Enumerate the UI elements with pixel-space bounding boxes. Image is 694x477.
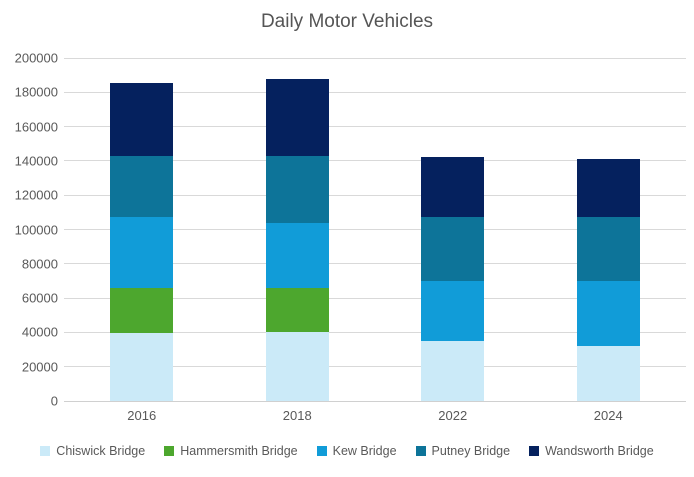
y-axis-tick-label: 200000 — [14, 50, 58, 66]
legend-swatch-icon — [164, 446, 175, 456]
gridline — [64, 229, 686, 230]
bar-segment-putney-bridge-2018 — [265, 155, 329, 223]
bar-segment-putney-bridge-2022 — [421, 217, 485, 281]
bar-segment-chiswick-bridge-2018 — [265, 332, 329, 401]
bar-segment-putney-bridge-2024 — [576, 217, 640, 281]
bar-segment-chiswick-bridge-2024 — [576, 346, 640, 401]
y-axis-tick-label: 180000 — [14, 84, 58, 100]
chart-title: Daily Motor Vehicles — [260, 11, 434, 32]
bar-segment-kew-bridge-2022 — [421, 280, 485, 341]
gridline — [64, 160, 686, 162]
gridline — [64, 366, 686, 368]
legend-label: Wandsworth Bridge — [545, 444, 654, 458]
legend-label: Kew Bridge — [332, 444, 397, 458]
bar-segment-hammersmith-bridge-2016 — [110, 287, 174, 334]
legend-item-hammersmith-bridge: Hammersmith Bridge — [164, 444, 298, 458]
bar-segment-kew-bridge-2016 — [110, 217, 174, 288]
plot-area — [64, 57, 686, 402]
legend-swatch-icon — [415, 446, 426, 456]
legend-item-chiswick-bridge: Chiswick Bridge — [40, 444, 145, 458]
bar-segment-chiswick-bridge-2016 — [110, 333, 174, 401]
legend-item-wandsworth-bridge: Wandsworth Bridge — [529, 444, 654, 458]
y-axis-tick-label: 0 — [50, 393, 58, 409]
bar-segment-hammersmith-bridge-2018 — [265, 287, 329, 333]
gridline — [64, 91, 686, 93]
y-axis-tick-label: 80000 — [21, 256, 58, 272]
legend-swatch-icon — [529, 446, 540, 456]
y-axis-tick-label: 120000 — [14, 187, 58, 203]
y-axis-tick-label: 20000 — [21, 359, 58, 375]
gridline — [64, 297, 686, 299]
x-axis-label: 2024 — [593, 408, 623, 423]
bar-segment-kew-bridge-2024 — [576, 280, 640, 347]
y-axis-tick-label: 40000 — [21, 324, 58, 340]
gridline — [64, 331, 686, 333]
y-axis-tick-label: 100000 — [14, 222, 58, 237]
legend-label: Chiswick Bridge — [56, 444, 146, 458]
y-axis-tick-label: 160000 — [14, 119, 58, 135]
x-axis-line — [64, 400, 686, 402]
gridline — [64, 263, 686, 265]
legend-item-putney-bridge: Putney Bridge — [415, 444, 511, 458]
legend: Chiswick Bridge Hammersmith Bridge Kew Bri… — [0, 444, 694, 458]
y-axis-tick-label: 60000 — [21, 290, 58, 306]
bar-segment-putney-bridge-2016 — [110, 155, 174, 218]
legend-item-kew-bridge: Kew Bridge — [316, 444, 397, 458]
gridline — [64, 194, 686, 196]
bar-segment-chiswick-bridge-2022 — [421, 340, 485, 401]
bar-segment-wandsworth-bridge-2016 — [110, 82, 174, 156]
gridline — [64, 126, 686, 128]
legend-label: Putney Bridge — [431, 444, 511, 458]
x-axis-label: 2018 — [282, 408, 312, 423]
x-axis-label: 2016 — [127, 408, 157, 423]
legend-label: Hammersmith Bridge — [180, 444, 298, 458]
gridline — [64, 57, 686, 59]
x-axis-label: 2022 — [438, 408, 468, 423]
bar-segment-kew-bridge-2018 — [265, 222, 329, 288]
y-axis-tick-label: 140000 — [14, 153, 58, 169]
legend-swatch-icon — [316, 446, 327, 456]
bar-segment-wandsworth-bridge-2018 — [265, 78, 329, 156]
bar-segment-wandsworth-bridge-2022 — [421, 156, 485, 218]
bar-segment-wandsworth-bridge-2024 — [576, 159, 640, 218]
legend-swatch-icon — [40, 446, 51, 456]
